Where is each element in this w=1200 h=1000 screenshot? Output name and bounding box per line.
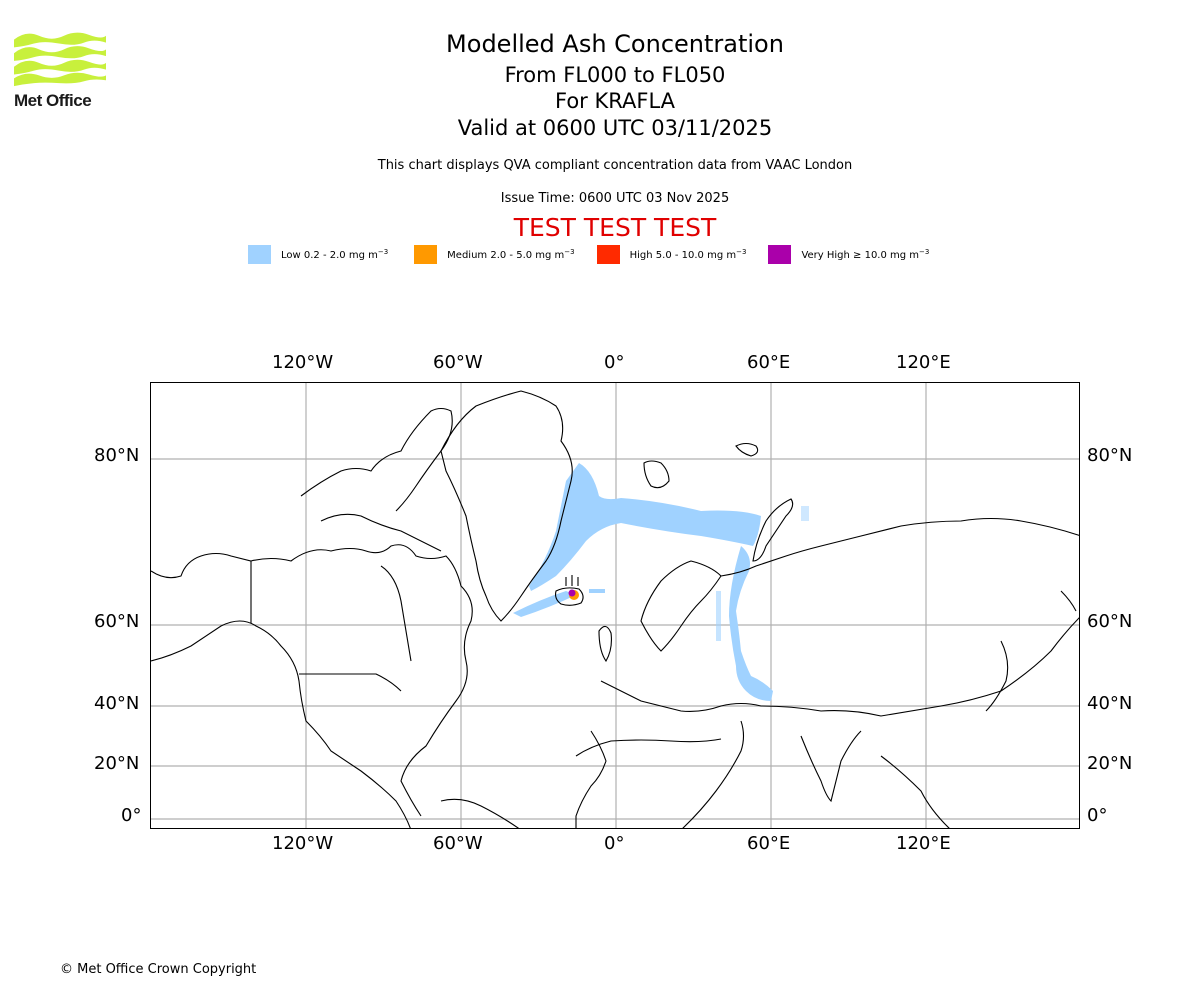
lon-label-top-120w: 120°W — [272, 352, 334, 373]
lon-label-bottom-120w: 120°W — [272, 833, 334, 854]
legend-item-medium: Medium 2.0 - 5.0 mg m−3 — [414, 244, 575, 264]
map-canvas — [151, 383, 1079, 828]
legend-item-high: High 5.0 - 10.0 mg m−3 — [596, 244, 746, 264]
concentration-legend: Low 0.2 - 2.0 mg m−3 Medium 2.0 - 5.0 mg… — [248, 244, 951, 264]
met-office-logo-text: Met Office — [14, 91, 92, 110]
lon-label-bottom-0: 0° — [604, 833, 625, 854]
lat-label-right-60n: 60°N — [1087, 611, 1133, 632]
coastlines — [151, 390, 1079, 828]
met-office-logo-icon — [14, 32, 106, 87]
ash-very-high-concentration — [568, 589, 576, 597]
lat-label-right-80n: 80°N — [1087, 445, 1133, 466]
lat-label-left-40n: 40°N — [94, 693, 140, 714]
legend-label-medium: Medium 2.0 - 5.0 mg m — [447, 249, 565, 261]
lon-label-bottom-120e: 120°E — [896, 833, 951, 854]
test-banner: TEST TEST TEST — [513, 213, 717, 242]
lon-label-top-0: 0° — [604, 352, 625, 373]
lon-label-bottom-60e: 60°E — [747, 833, 791, 854]
lat-label-right-0: 0° — [1087, 805, 1108, 826]
legend-item-very-high: Very High ≥ 10.0 mg m−3 — [768, 244, 929, 264]
chart-title: Modelled Ash Concentration — [446, 30, 784, 58]
lat-label-left-80n: 80°N — [94, 445, 140, 466]
flight-level-range: From FL000 to FL050 — [504, 63, 726, 87]
lon-label-top-120e: 120°E — [896, 352, 951, 373]
lat-label-right-20n: 20°N — [1087, 753, 1133, 774]
lat-label-left-60n: 60°N — [94, 611, 140, 632]
lon-label-bottom-60w: 60°W — [433, 833, 483, 854]
valid-time: Valid at 0600 UTC 03/11/2025 — [457, 116, 773, 140]
legend-label-very-high: Very High ≥ 10.0 mg m — [801, 249, 920, 261]
legend-swatch-high — [596, 244, 620, 264]
graticule — [151, 383, 1079, 828]
copyright-notice: © Met Office Crown Copyright — [60, 962, 257, 977]
lon-label-top-60w: 60°W — [433, 352, 483, 373]
ash-low-concentration — [513, 463, 809, 701]
lat-label-left-20n: 20°N — [94, 753, 140, 774]
lat-label-right-40n: 40°N — [1087, 693, 1133, 714]
legend-item-low: Low 0.2 - 2.0 mg m−3 — [248, 244, 388, 264]
legend-swatch-very-high — [768, 244, 792, 264]
ash-concentration-map[interactable] — [150, 382, 1080, 829]
lat-label-left-0: 0° — [121, 805, 142, 826]
legend-label-low: Low 0.2 - 2.0 mg m — [281, 249, 378, 261]
lon-label-top-60e: 60°E — [747, 352, 791, 373]
volcano-name: For KRAFLA — [555, 89, 675, 113]
legend-swatch-medium — [414, 244, 438, 264]
legend-swatch-low — [248, 244, 271, 264]
issue-time: Issue Time: 0600 UTC 03 Nov 2025 — [500, 191, 730, 206]
legend-label-high: High 5.0 - 10.0 mg m — [629, 249, 737, 261]
chart-description: This chart displays QVA compliant concen… — [377, 158, 853, 173]
